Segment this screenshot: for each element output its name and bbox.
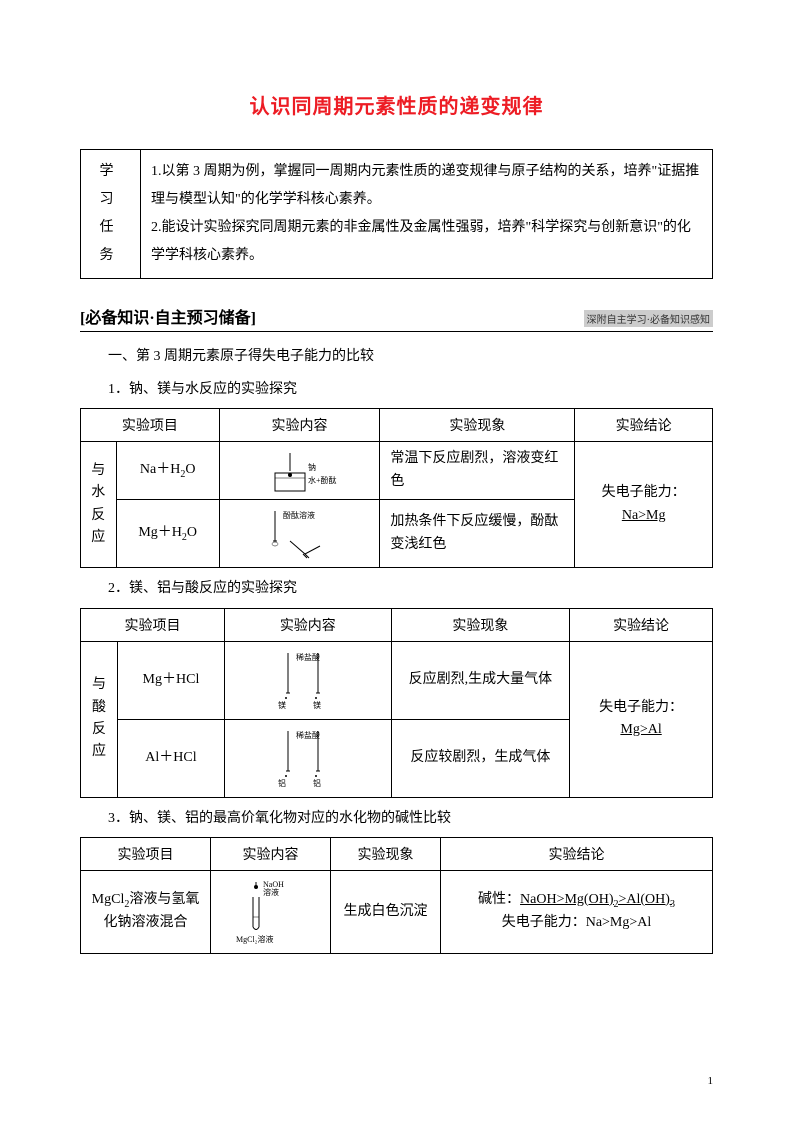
exp2-header-1: 实验内容 — [225, 608, 392, 641]
svg-text:钠: 钠 — [308, 462, 316, 472]
experiment-table-2: 实验项目 实验内容 实验现象 实验结论 与酸反应 Mg＋HCl 稀盐酸 镁 镁 … — [80, 608, 713, 798]
exp1-diagram-0: 钠 水+酚酞 — [219, 442, 380, 500]
main-title: 认识同周期元素性质的递变规律 — [80, 90, 713, 119]
section-header-left: [必备知识·自主预习储备] — [80, 304, 256, 328]
exp1-header-3: 实验结论 — [575, 409, 713, 442]
sub-heading-1: 一、第 3 周期元素原子得失电子能力的比较 — [108, 344, 713, 369]
svg-text:稀盐酸: 稀盐酸 — [296, 730, 320, 740]
exp2-header-0: 实验项目 — [81, 608, 225, 641]
experiment-table-3: 实验项目 实验内容 实验现象 实验结论 MgCl2溶液与氢氧化钠溶液混合 NaO… — [80, 837, 713, 954]
exp1-diagram-1: 酚酞溶液 — [219, 500, 380, 568]
exp2-phenom-0: 反应剧烈,生成大量气体 — [391, 641, 570, 719]
svg-text:铝: 铝 — [278, 778, 286, 788]
exp1-phenom-1: 加热条件下反应缓慢，酚酞变浅红色 — [380, 500, 575, 568]
exp3-header-2: 实验现象 — [331, 837, 441, 870]
svg-text:MgCl₂溶液: MgCl₂溶液 — [236, 934, 273, 944]
exp3-diagram-0: NaOH 溶液 MgCl₂溶液 — [211, 870, 331, 953]
exp2-group-label: 与酸反应 — [81, 641, 118, 797]
exp2-header-2: 实验现象 — [391, 608, 570, 641]
experiment-table-1: 实验项目 实验内容 实验现象 实验结论 与水反应 Na＋H2O 钠 水+酚酞 常… — [80, 408, 713, 568]
task-content-cell: 1.以第 3 周期为例，掌握同一周期内元素性质的递变规律与原子结构的关系，培养"… — [141, 150, 713, 279]
exp1-header-0: 实验项目 — [81, 409, 220, 442]
experiment-1-title: 1．钠、镁与水反应的实验探究 — [108, 377, 713, 402]
exp3-header-3: 实验结论 — [441, 837, 713, 870]
experiment-3-title: 3．钠、镁、铝的最高价氧化物对应的水化物的碱性比较 — [108, 806, 713, 831]
exp2-diagram-0: 稀盐酸 镁 镁 — [225, 641, 392, 719]
task-line1: 1.以第 3 周期为例，掌握同一周期内元素性质的递变规律与原子结构的关系，培养"… — [151, 164, 699, 207]
exp3-header-1: 实验内容 — [211, 837, 331, 870]
exp3-phenom-0: 生成白色沉淀 — [331, 870, 441, 953]
diagram-na-water: 钠 水+酚酞 — [260, 448, 340, 493]
exp3-reagent-0: MgCl2溶液与氢氧化钠溶液混合 — [81, 870, 211, 953]
svg-text:稀盐酸: 稀盐酸 — [296, 652, 320, 662]
experiment-2-title: 2．镁、铝与酸反应的实验探究 — [108, 576, 713, 601]
exp1-header-1: 实验内容 — [219, 409, 380, 442]
task-label-cell: 学 习任 务 — [81, 150, 141, 279]
exp1-reagent-0: Na＋H2O — [116, 442, 219, 500]
task-table: 学 习任 务 1.以第 3 周期为例，掌握同一周期内元素性质的递变规律与原子结构… — [80, 149, 713, 279]
exp2-header-3: 实验结论 — [570, 608, 713, 641]
svg-text:镁: 镁 — [313, 700, 321, 710]
section-header-right: 深附自主学习·必备知识感知 — [584, 310, 713, 327]
svg-text:水+酚酞: 水+酚酞 — [308, 475, 337, 485]
diagram-mgcl2-naoh: NaOH 溶液 MgCl₂溶液 — [231, 877, 311, 947]
section-underline — [80, 331, 713, 332]
exp2-conclusion: 失电子能力： Mg>Al — [570, 641, 713, 797]
exp1-conclusion: 失电子能力： Na>Mg — [575, 442, 713, 568]
diagram-al-hcl: 稀盐酸 铝 铝 — [263, 726, 353, 791]
svg-text:溶液: 溶液 — [263, 887, 279, 897]
exp2-reagent-1: Al＋HCl — [117, 719, 224, 797]
exp1-header-2: 实验现象 — [380, 409, 575, 442]
svg-text:镁: 镁 — [278, 700, 286, 710]
page-number: 1 — [708, 1075, 714, 1087]
exp3-header-0: 实验项目 — [81, 837, 211, 870]
section-header: [必备知识·自主预习储备] 深附自主学习·必备知识感知 — [80, 304, 713, 328]
exp3-conclusion: 碱性：NaOH>Mg(OH)2>Al(OH)3 失电子能力：Na>Mg>Al — [441, 870, 713, 953]
task-line2: 2.能设计实验探究同周期元素的非金属性及金属性强弱，培养"科学探究与创新意识"的… — [151, 220, 691, 263]
exp2-diagram-1: 稀盐酸 铝 铝 — [225, 719, 392, 797]
svg-text:酚酞溶液: 酚酞溶液 — [283, 510, 315, 520]
exp1-group-label: 与水反应 — [81, 442, 117, 568]
exp2-phenom-1: 反应较剧烈，生成气体 — [391, 719, 570, 797]
diagram-mg-hcl: 稀盐酸 镁 镁 — [263, 648, 353, 713]
svg-text:铝: 铝 — [313, 778, 321, 788]
exp1-phenom-0: 常温下反应剧烈，溶液变红色 — [380, 442, 575, 500]
exp1-reagent-1: Mg＋H2O — [116, 500, 219, 568]
exp2-reagent-0: Mg＋HCl — [117, 641, 224, 719]
diagram-mg-water: 酚酞溶液 — [255, 506, 345, 561]
